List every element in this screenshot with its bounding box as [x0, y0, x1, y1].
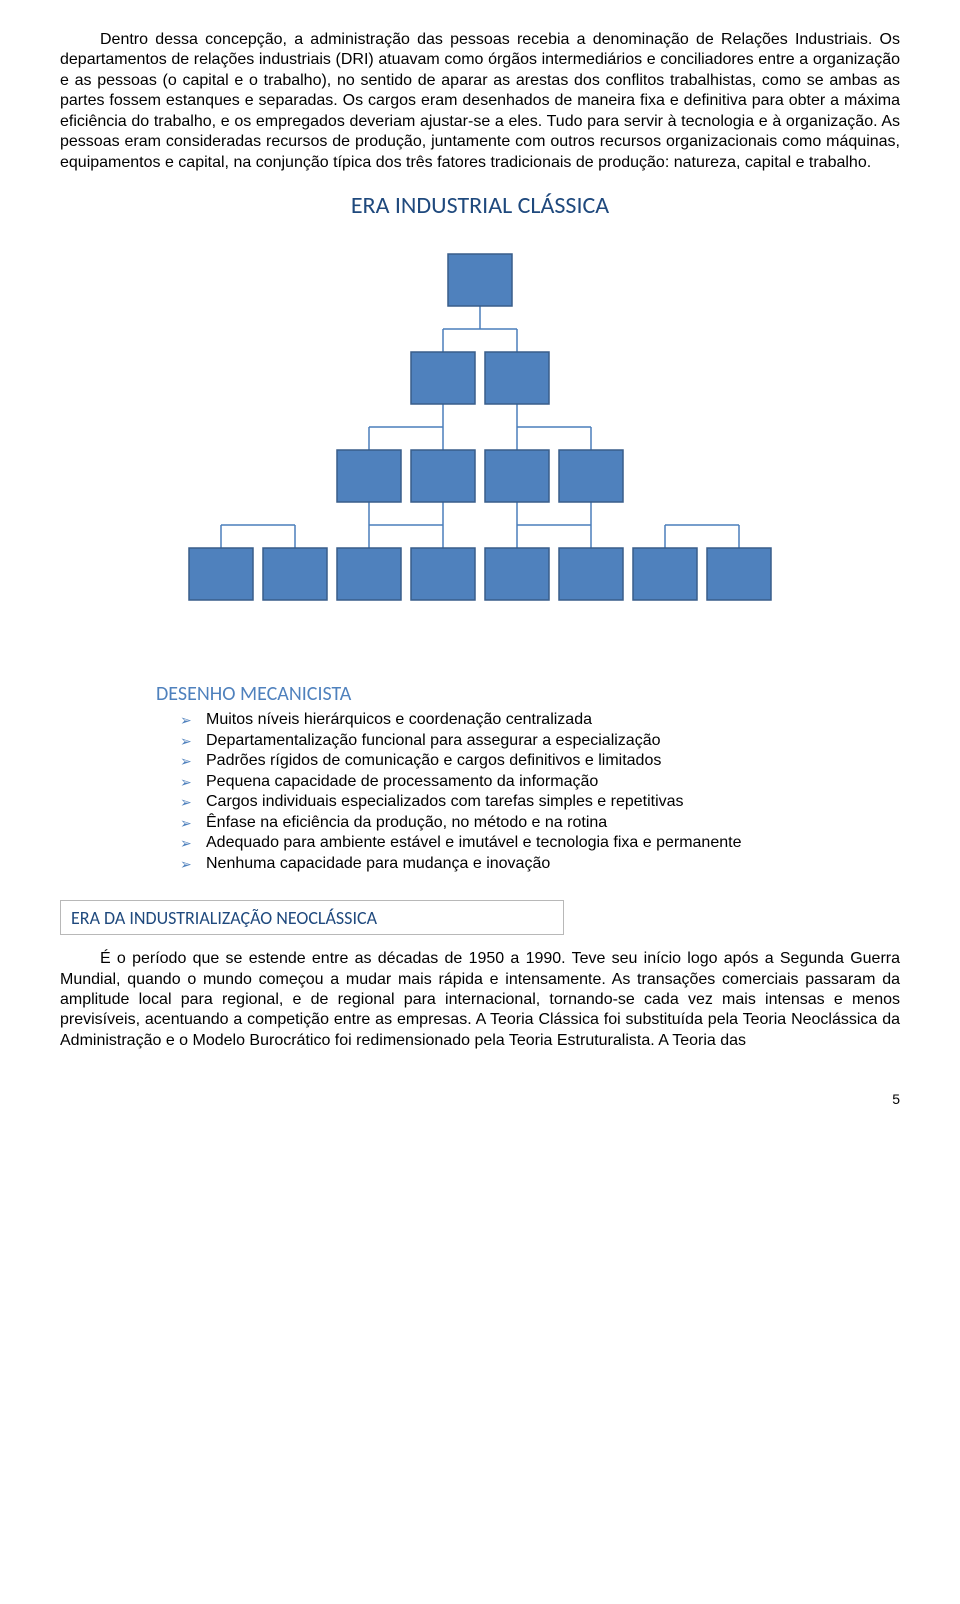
org-node [263, 548, 327, 600]
org-node [707, 548, 771, 600]
list-item-text: Departamentalização funcional para asseg… [206, 732, 661, 749]
heading-desenho: DESENHO MECANICISTA [156, 682, 900, 706]
list-item: ➢ Muitos níveis hierárquicos e coordenaçã… [180, 710, 900, 730]
section-box: ERA DA INDUSTRIALIZAÇÃO NEOCLÁSSICA [60, 900, 564, 935]
org-node [485, 352, 549, 404]
org-node [337, 450, 401, 502]
list-item-text: Pequena capacidade de processamento da i… [206, 773, 598, 790]
org-node [633, 548, 697, 600]
bullet-arrow-icon: ➢ [180, 712, 192, 730]
bullet-arrow-icon: ➢ [180, 774, 192, 792]
list-item-text: Ênfase na eficiência da produção, no mét… [206, 814, 607, 831]
org-chart [60, 244, 900, 664]
list-item: ➢ Ênfase na eficiência da produção, no mé… [180, 813, 900, 833]
list-item: ➢ Padrões rígidos de comunicação e cargos… [180, 751, 900, 771]
org-node [411, 352, 475, 404]
list-item: ➢ Pequena capacidade de processamento da … [180, 772, 900, 792]
list-item-text: Muitos níveis hierárquicos e coordenação… [206, 711, 592, 728]
org-node [448, 254, 512, 306]
org-node [411, 548, 475, 600]
bullet-arrow-icon: ➢ [180, 856, 192, 874]
org-node [189, 548, 253, 600]
page-number: 5 [60, 1091, 900, 1107]
bullet-arrow-icon: ➢ [180, 733, 192, 751]
section-title: ERA DA INDUSTRIALIZAÇÃO NEOCLÁSSICA [71, 907, 377, 929]
list-item: ➢ Adequado para ambiente estável e imutáv… [180, 833, 900, 853]
org-node [559, 548, 623, 600]
list-item-text: Adequado para ambiente estável e imutáve… [206, 834, 741, 851]
list-item: ➢ Nenhuma capacidade para mudança e inova… [180, 854, 900, 874]
org-chart-svg [170, 244, 790, 664]
list-item: ➢ Cargos individuais especializados com t… [180, 792, 900, 812]
list-item: ➢ Departamentalização funcional para asse… [180, 731, 900, 751]
list-item-text: Padrões rígidos de comunicação e cargos … [206, 752, 661, 769]
org-node [485, 548, 549, 600]
bullet-arrow-icon: ➢ [180, 794, 192, 812]
body-paragraph-2: É o período que se estende entre as déca… [60, 949, 900, 1051]
bullet-arrow-icon: ➢ [180, 815, 192, 833]
bullet-list: ➢ Muitos níveis hierárquicos e coordenaçã… [180, 710, 900, 874]
org-node [411, 450, 475, 502]
body-paragraph-1: Dentro dessa concepção, a administração … [60, 30, 900, 173]
org-node [559, 450, 623, 502]
bullet-arrow-icon: ➢ [180, 753, 192, 771]
org-node [485, 450, 549, 502]
list-item-text: Nenhuma capacidade para mudança e inovaç… [206, 855, 550, 872]
org-node [337, 548, 401, 600]
bullet-arrow-icon: ➢ [180, 835, 192, 853]
heading-era-industrial: ERA INDUSTRIAL CLÁSSICA [60, 191, 900, 220]
list-item-text: Cargos individuais especializados com ta… [206, 793, 684, 810]
